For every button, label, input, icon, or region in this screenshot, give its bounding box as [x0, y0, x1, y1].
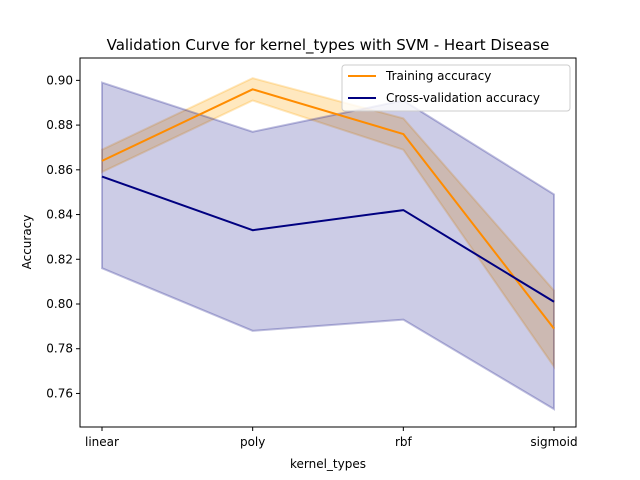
line-series-1: [101, 175, 555, 303]
band-series-0: [101, 77, 555, 370]
x-tick-label: sigmoid: [530, 435, 577, 449]
x-axis-ticks: linear poly rbf sigmoid: [85, 427, 578, 449]
y-tick-label: 0.76: [46, 386, 73, 400]
legend: Training accuracy Cross-validation accur…: [341, 64, 571, 112]
y-tick-label: 0.88: [46, 118, 73, 132]
y-axis-ticks: 0.76 0.78 0.80 0.82 0.84 0.86 0.88 0.90: [46, 73, 80, 400]
y-axis-label: Accuracy: [20, 215, 34, 270]
legend-box: [341, 64, 571, 112]
y-tick-label: 0.84: [46, 208, 73, 222]
x-axis-label: kernel_types: [290, 457, 366, 471]
x-tick-label: poly: [240, 435, 265, 449]
y-tick-label: 0.78: [46, 342, 73, 356]
chart-title: Validation Curve for kernel_types with S…: [107, 36, 550, 55]
line-series-0: [101, 88, 555, 330]
x-tick-label: rbf: [395, 435, 413, 449]
plot-frame: [79, 57, 577, 428]
legend-label-cross-validation: Cross-validation accuracy: [386, 91, 540, 105]
y-tick-label: 0.90: [46, 73, 73, 87]
y-tick-label: 0.86: [46, 163, 73, 177]
confidence-bands: [101, 77, 555, 411]
series-lines: [101, 88, 555, 330]
y-tick-label: 0.80: [46, 297, 73, 311]
y-tick-label: 0.82: [46, 252, 73, 266]
band-series-1: [101, 81, 555, 411]
x-tick-label: linear: [85, 435, 119, 449]
legend-label-training: Training accuracy: [385, 69, 491, 83]
